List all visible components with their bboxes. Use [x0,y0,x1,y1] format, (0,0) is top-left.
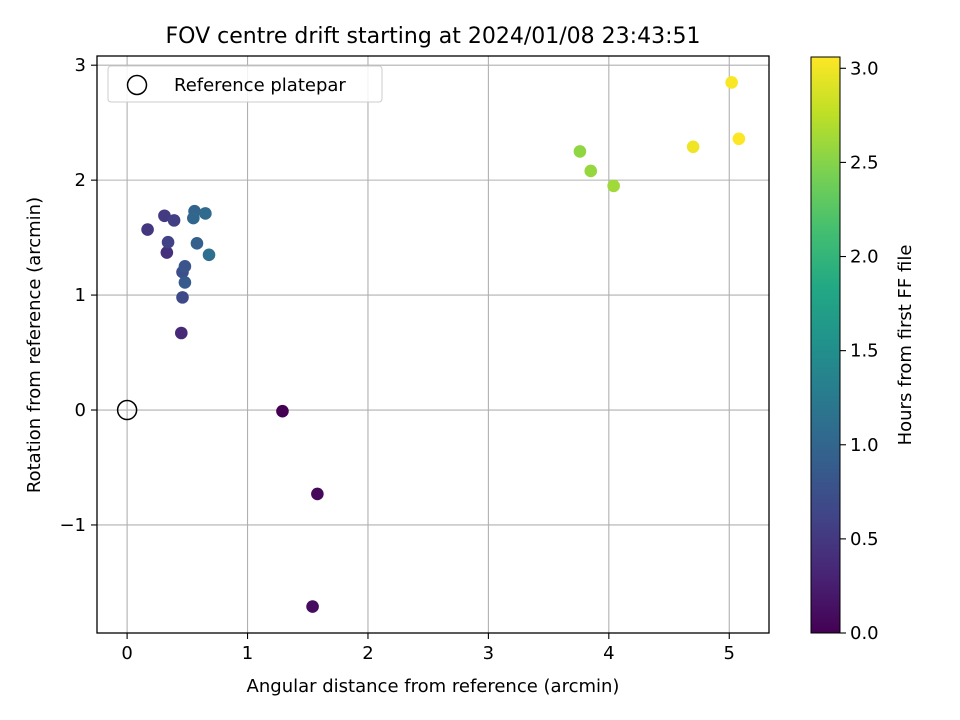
y-tick-label: 0 [75,400,86,421]
data-point [187,211,200,225]
x-tick-label: 2 [362,643,373,664]
data-point [167,214,181,227]
data-point [178,276,192,289]
colorbar-ticks: 0.0 0.5 1.0 1.5 2.0 2.5 3.0 [840,58,879,644]
y-tick-label: 2 [75,170,86,191]
data-point [160,246,174,259]
data-point [306,600,319,613]
data-point [732,132,746,146]
x-tick-label: 0 [121,643,132,664]
colorbar-tick-label: 1.5 [850,341,879,362]
x-tick-label: 1 [242,643,253,664]
data-point [190,237,204,250]
x-tick-label: 5 [724,643,735,664]
data-point [573,145,587,158]
x-tick-label: 3 [483,643,494,664]
y-tick-label: −1 [59,515,86,536]
reference-marker-layer [116,399,138,421]
data-point [202,248,216,262]
axis-ticks: 0 1 2 3 4 5 −1 0 1 2 3 [59,55,735,664]
colorbar: 0.0 0.5 1.0 1.5 2.0 2.5 3.0 Hours from first F… [810,56,916,644]
legend-label: Reference platepar [174,75,346,96]
data-point [158,209,171,223]
colorbar-label: Hours from first FF file [895,245,916,446]
colorbar-tick-label: 0.0 [850,623,879,644]
data-point [276,404,289,418]
plot-frame [96,55,770,634]
x-axis-label: Angular distance from reference (arcmin) [247,676,620,697]
data-point [725,76,738,89]
data-point [607,179,620,193]
data-point [178,260,192,273]
colorbar-tick-label: 1.0 [850,435,879,456]
data-point [686,140,700,154]
data-point [199,207,212,220]
data-point [584,164,598,178]
data-point [311,487,324,501]
colorbar-tick-label: 2.0 [850,247,879,268]
colorbar-tick-label: 3.0 [850,58,879,79]
colorbar-tick-label: 2.5 [850,152,879,173]
legend-box [107,65,383,103]
chart-title: FOV centre drift starting at 2024/01/08 … [166,24,701,49]
y-tick-label: 1 [75,285,86,306]
data-point [176,291,189,304]
data-point [141,223,154,236]
x-tick-label: 4 [603,643,614,664]
legend: Reference platepar [107,65,383,103]
data-point [175,326,188,340]
colorbar-tick-label: 0.5 [850,529,879,550]
data-point [161,235,175,249]
y-axis-label: Rotation from reference (arcmin) [24,197,45,493]
y-tick-label: 3 [75,55,86,76]
legend-reference-marker [126,74,148,96]
colorbar-gradient [810,56,841,634]
grid [97,56,769,633]
reference-platepar-marker [116,399,138,421]
data-points [141,76,746,613]
